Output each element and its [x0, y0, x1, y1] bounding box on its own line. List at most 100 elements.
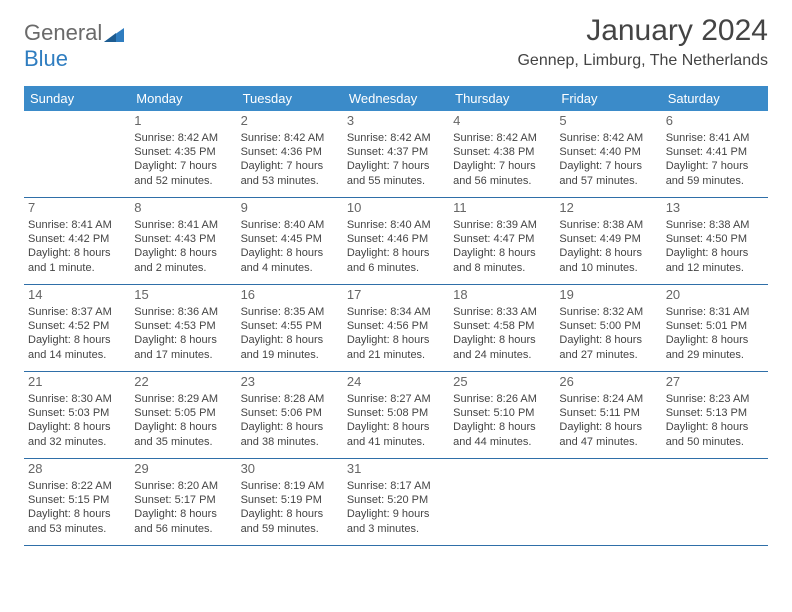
day-info-line: Sunset: 4:49 PM: [559, 232, 657, 246]
calendar: SundayMondayTuesdayWednesdayThursdayFrid…: [24, 86, 768, 546]
day-info-line: Sunrise: 8:38 AM: [559, 218, 657, 232]
day-cell: 29Sunrise: 8:20 AMSunset: 5:17 PMDayligh…: [130, 459, 236, 545]
day-number: 16: [241, 287, 339, 304]
day-info-line: Daylight: 8 hours: [559, 333, 657, 347]
day-cell: [449, 459, 555, 545]
logo: General Blue: [24, 14, 124, 72]
day-cell: 31Sunrise: 8:17 AMSunset: 5:20 PMDayligh…: [343, 459, 449, 545]
day-cell: 17Sunrise: 8:34 AMSunset: 4:56 PMDayligh…: [343, 285, 449, 371]
day-info-line: Sunset: 4:50 PM: [666, 232, 764, 246]
day-info-line: Sunset: 4:52 PM: [28, 319, 126, 333]
day-cell: 26Sunrise: 8:24 AMSunset: 5:11 PMDayligh…: [555, 372, 661, 458]
day-info-line: Daylight: 8 hours: [134, 507, 232, 521]
week-row: 1Sunrise: 8:42 AMSunset: 4:35 PMDaylight…: [24, 111, 768, 198]
day-info-line: Sunrise: 8:39 AM: [453, 218, 551, 232]
day-info-line: Daylight: 8 hours: [347, 246, 445, 260]
day-info-line: and 59 minutes.: [241, 522, 339, 536]
day-info-line: Sunset: 5:15 PM: [28, 493, 126, 507]
day-info-line: Daylight: 8 hours: [347, 420, 445, 434]
day-number: 15: [134, 287, 232, 304]
day-info-line: Sunset: 4:38 PM: [453, 145, 551, 159]
day-info-line: and 59 minutes.: [666, 174, 764, 188]
day-info-line: Sunset: 4:46 PM: [347, 232, 445, 246]
day-info-line: Daylight: 8 hours: [134, 420, 232, 434]
day-info-line: Daylight: 8 hours: [453, 333, 551, 347]
day-cell: 13Sunrise: 8:38 AMSunset: 4:50 PMDayligh…: [662, 198, 768, 284]
day-cell: 27Sunrise: 8:23 AMSunset: 5:13 PMDayligh…: [662, 372, 768, 458]
day-info-line: Daylight: 8 hours: [666, 420, 764, 434]
day-info-line: Sunrise: 8:20 AM: [134, 479, 232, 493]
day-info-line: Sunrise: 8:42 AM: [134, 131, 232, 145]
day-info-line: Sunset: 4:53 PM: [134, 319, 232, 333]
day-cell: 14Sunrise: 8:37 AMSunset: 4:52 PMDayligh…: [24, 285, 130, 371]
day-info-line: Sunset: 4:45 PM: [241, 232, 339, 246]
day-header-cell: Wednesday: [343, 86, 449, 111]
day-info-line: and 47 minutes.: [559, 435, 657, 449]
day-info-line: Sunrise: 8:40 AM: [347, 218, 445, 232]
week-row: 14Sunrise: 8:37 AMSunset: 4:52 PMDayligh…: [24, 285, 768, 372]
day-info-line: Sunrise: 8:19 AM: [241, 479, 339, 493]
day-info-line: Daylight: 8 hours: [134, 333, 232, 347]
day-info-line: Sunrise: 8:34 AM: [347, 305, 445, 319]
day-info-line: and 35 minutes.: [134, 435, 232, 449]
day-number: 19: [559, 287, 657, 304]
day-number: 11: [453, 200, 551, 217]
day-info-line: and 14 minutes.: [28, 348, 126, 362]
day-info-line: Daylight: 7 hours: [453, 159, 551, 173]
day-info-line: and 38 minutes.: [241, 435, 339, 449]
day-cell: 8Sunrise: 8:41 AMSunset: 4:43 PMDaylight…: [130, 198, 236, 284]
day-number: 22: [134, 374, 232, 391]
day-info-line: and 41 minutes.: [347, 435, 445, 449]
day-number: 26: [559, 374, 657, 391]
logo-text-blue: Blue: [24, 46, 68, 71]
day-info-line: Daylight: 8 hours: [241, 507, 339, 521]
day-number: 12: [559, 200, 657, 217]
day-number: 28: [28, 461, 126, 478]
day-info-line: Daylight: 8 hours: [28, 333, 126, 347]
day-info-line: Sunset: 5:06 PM: [241, 406, 339, 420]
day-info-line: Sunset: 5:20 PM: [347, 493, 445, 507]
day-info-line: and 57 minutes.: [559, 174, 657, 188]
location: Gennep, Limburg, The Netherlands: [517, 52, 768, 70]
day-info-line: and 27 minutes.: [559, 348, 657, 362]
day-number: 5: [559, 113, 657, 130]
day-info-line: Daylight: 7 hours: [347, 159, 445, 173]
day-number: 3: [347, 113, 445, 130]
day-cell: 4Sunrise: 8:42 AMSunset: 4:38 PMDaylight…: [449, 111, 555, 197]
day-info-line: Daylight: 8 hours: [28, 420, 126, 434]
day-info-line: Sunset: 5:01 PM: [666, 319, 764, 333]
day-info-line: Sunrise: 8:32 AM: [559, 305, 657, 319]
day-info-line: Sunset: 4:43 PM: [134, 232, 232, 246]
day-cell: 23Sunrise: 8:28 AMSunset: 5:06 PMDayligh…: [237, 372, 343, 458]
day-cell: 25Sunrise: 8:26 AMSunset: 5:10 PMDayligh…: [449, 372, 555, 458]
day-info-line: Daylight: 8 hours: [134, 246, 232, 260]
day-info-line: Daylight: 7 hours: [559, 159, 657, 173]
day-info-line: Sunrise: 8:26 AM: [453, 392, 551, 406]
day-info-line: Sunset: 4:55 PM: [241, 319, 339, 333]
day-info-line: Daylight: 8 hours: [28, 507, 126, 521]
day-info-line: Sunrise: 8:38 AM: [666, 218, 764, 232]
day-info-line: Sunset: 4:56 PM: [347, 319, 445, 333]
day-number: 23: [241, 374, 339, 391]
day-info-line: Sunset: 5:11 PM: [559, 406, 657, 420]
day-cell: 1Sunrise: 8:42 AMSunset: 4:35 PMDaylight…: [130, 111, 236, 197]
day-info-line: Sunrise: 8:42 AM: [347, 131, 445, 145]
day-number: 21: [28, 374, 126, 391]
day-cell: 6Sunrise: 8:41 AMSunset: 4:41 PMDaylight…: [662, 111, 768, 197]
day-info-line: Daylight: 8 hours: [559, 246, 657, 260]
day-info-line: and 56 minutes.: [134, 522, 232, 536]
day-info-line: Daylight: 8 hours: [453, 420, 551, 434]
day-info-line: Sunrise: 8:17 AM: [347, 479, 445, 493]
day-cell: 10Sunrise: 8:40 AMSunset: 4:46 PMDayligh…: [343, 198, 449, 284]
day-cell: 21Sunrise: 8:30 AMSunset: 5:03 PMDayligh…: [24, 372, 130, 458]
day-number: 27: [666, 374, 764, 391]
day-number: 7: [28, 200, 126, 217]
day-header-cell: Tuesday: [237, 86, 343, 111]
day-info-line: Sunrise: 8:31 AM: [666, 305, 764, 319]
day-info-line: and 3 minutes.: [347, 522, 445, 536]
day-info-line: Sunrise: 8:42 AM: [453, 131, 551, 145]
day-cell: 30Sunrise: 8:19 AMSunset: 5:19 PMDayligh…: [237, 459, 343, 545]
day-info-line: Sunrise: 8:22 AM: [28, 479, 126, 493]
day-info-line: Sunset: 5:19 PM: [241, 493, 339, 507]
day-info-line: Sunrise: 8:30 AM: [28, 392, 126, 406]
